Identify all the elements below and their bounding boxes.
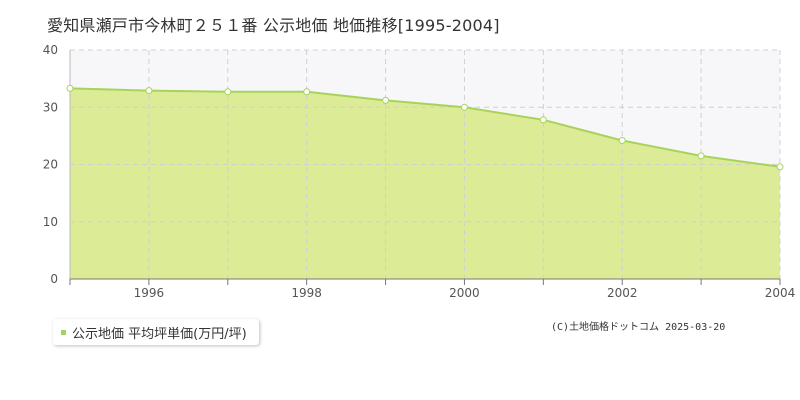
data-point [460,103,468,111]
data-point [697,152,705,160]
data-point [382,96,390,104]
data-point [303,88,311,96]
legend: 公示地価 平均坪単価(万円/坪) [53,319,259,345]
x-tick-label: 1996 [134,286,165,300]
legend-marker-icon [61,329,66,335]
data-point [776,163,784,171]
y-tick-label: 20 [43,158,58,172]
chart-title: 愛知県瀬戸市今林町２５１番 公示地価 地価推移[1995-2004] [47,16,500,35]
y-tick-label: 30 [43,100,58,114]
legend-label: 公示地価 平均坪単価(万円/坪) [72,326,247,342]
y-tick-label: 40 [43,43,58,57]
y-tick-label: 0 [50,272,58,286]
data-point [224,88,232,96]
y-tick-label: 10 [43,215,58,229]
data-point [145,87,153,95]
data-point [539,116,547,124]
data-point [66,84,74,92]
x-tick-label: 2002 [607,286,638,300]
x-tick-label: 2000 [449,286,480,300]
x-tick-label: 1998 [291,286,322,300]
copyright: (C)土地価格ドットコム 2025-03-20 [551,322,726,333]
data-point [618,137,626,144]
series-line [69,87,781,168]
x-tick-label: 2004 [765,286,796,300]
